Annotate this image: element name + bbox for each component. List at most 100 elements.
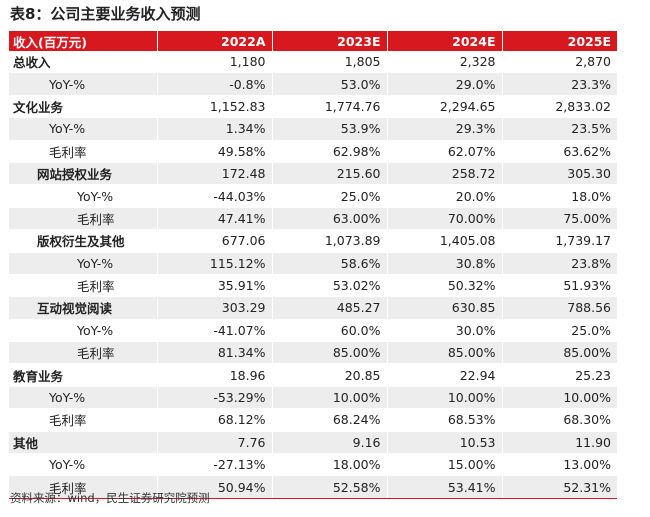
value-cell: 23.3% [501,72,617,96]
row-label: YoY-% [9,453,157,477]
value-cell: -44.03% [156,184,272,208]
value-cell: 677.06 [156,229,272,253]
table-row: 毛利率 47.41% 63.00% 70.00% 75.00% [9,207,617,231]
value-cell: 63.00% [271,207,387,231]
value-cell: 29.0% [386,72,502,96]
header-year-2024e: 2024E [386,31,502,51]
value-cell: 2,870 [501,51,617,74]
row-label: 毛利率 [9,408,157,432]
value-cell: 51.93% [501,274,617,298]
value-cell: 15.00% [386,453,502,477]
value-cell: -0.8% [156,72,272,96]
value-cell: 9.16 [271,431,387,455]
value-cell: 1,774.76 [271,95,387,119]
revenue-forecast-table: 收入(百万元) 2022A 2023E 2024E 2025E 总收入 1,180… [9,31,617,499]
value-cell: 630.85 [386,296,502,320]
value-cell: 49.58% [156,140,272,163]
row-label: YoY-% [9,72,157,96]
table-row: YoY-% -53.29% 10.00% 10.00% 10.00% [9,386,617,410]
value-cell: 63.62% [501,140,617,163]
table-row: 毛利率 49.58% 62.98% 62.07% 63.62% [9,140,617,163]
value-cell: 29.3% [386,117,502,141]
value-cell: 47.41% [156,207,272,231]
value-cell: 25.23 [501,363,617,387]
value-cell: 10.00% [501,386,617,410]
row-label: 总收入 [9,51,157,74]
value-cell: 50.94% [156,475,272,499]
value-cell: 1,073.89 [271,229,387,253]
value-cell: 35.91% [156,274,272,298]
row-label: 互动视觉阅读 [9,296,157,320]
row-label: YoY-% [9,184,157,208]
value-cell: 305.30 [501,162,617,186]
value-cell: 172.48 [156,162,272,186]
value-cell: 1,739.17 [501,229,617,253]
value-cell: 81.34% [156,341,272,365]
table-row: 其他 7.76 9.16 10.53 11.90 [9,431,617,455]
value-cell: 18.00% [271,453,387,477]
table-row: 毛利率 81.34% 85.00% 85.00% 85.00% [9,341,617,365]
value-cell: 68.12% [156,408,272,432]
table-title: 表8：公司主要业务收入预测 [10,5,201,23]
value-cell: 85.00% [501,341,617,365]
header-row: 收入(百万元) 2022A 2023E 2024E 2025E [9,31,617,51]
value-cell: 18.0% [501,184,617,208]
header-label-cell: 收入(百万元) [9,31,157,51]
value-cell: 53.41% [386,475,502,499]
row-label: YoY-% [9,117,157,141]
table-row: 教育业务 18.96 20.85 22.94 25.23 [9,363,617,387]
value-cell: 62.98% [271,140,387,163]
table-row: 毛利率 35.91% 53.02% 50.32% 51.93% [9,274,617,298]
table-row: YoY-% -41.07% 60.0% 30.0% 25.0% [9,319,617,343]
value-cell: 30.0% [386,319,502,343]
value-cell: 30.8% [386,252,502,275]
row-label: 毛利率 [9,274,157,298]
row-label: 网站授权业务 [9,162,157,186]
value-cell: 2,833.02 [501,95,617,119]
row-label: 教育业务 [9,363,157,387]
value-cell: 23.8% [501,252,617,275]
value-cell: 52.58% [271,475,387,499]
value-cell: 85.00% [386,341,502,365]
table-row: YoY-% 1.34% 53.9% 29.3% 23.5% [9,117,617,141]
value-cell: 485.27 [271,296,387,320]
value-cell: 70.00% [386,207,502,231]
table-row: 互动视觉阅读 303.29 485.27 630.85 788.56 [9,296,617,320]
row-label: 毛利率 [9,207,157,231]
value-cell: 215.60 [271,162,387,186]
table-row: YoY-% 115.12% 58.6% 30.8% 23.8% [9,252,617,275]
table-body: 总收入 1,180 1,805 2,328 2,870 YoY-% -0.8% 53.0% 29… [9,51,617,499]
value-cell: 10.00% [386,386,502,410]
table-row: 版权衍生及其他 677.06 1,073.89 1,405.08 1,739.17 [9,229,617,253]
row-label: 毛利率 [9,475,157,499]
value-cell: 10.53 [386,431,502,455]
value-cell: 13.00% [501,453,617,477]
value-cell: 68.53% [386,408,502,432]
row-label: YoY-% [9,386,157,410]
table-row: 毛利率 50.94% 52.58% 53.41% 52.31% [9,475,617,499]
value-cell: 68.24% [271,408,387,432]
value-cell: -27.13% [156,453,272,477]
header-year-2022a: 2022A [156,31,272,51]
header-year-2023e: 2023E [271,31,387,51]
value-cell: 23.5% [501,117,617,141]
value-cell: 1,405.08 [386,229,502,253]
table-row: 文化业务 1,152.83 1,774.76 2,294.65 2,833.02 [9,95,617,119]
source-note: 资料来源：wind，民生证券研究院预测 [10,491,210,505]
value-cell: 258.72 [386,162,502,186]
row-label: 毛利率 [9,140,157,163]
row-label: YoY-% [9,252,157,275]
value-cell: 58.6% [271,252,387,275]
value-cell: 2,328 [386,51,502,74]
value-cell: 20.0% [386,184,502,208]
value-cell: 18.96 [156,363,272,387]
value-cell: 788.56 [501,296,617,320]
value-cell: 1,805 [271,51,387,74]
value-cell: 22.94 [386,363,502,387]
value-cell: 303.29 [156,296,272,320]
table-row: 毛利率 68.12% 68.24% 68.53% 68.30% [9,408,617,432]
table-row: YoY-% -44.03% 25.0% 20.0% 18.0% [9,184,617,208]
table-row: 网站授权业务 172.48 215.60 258.72 305.30 [9,162,617,186]
value-cell: 10.00% [271,386,387,410]
value-cell: 62.07% [386,140,502,163]
